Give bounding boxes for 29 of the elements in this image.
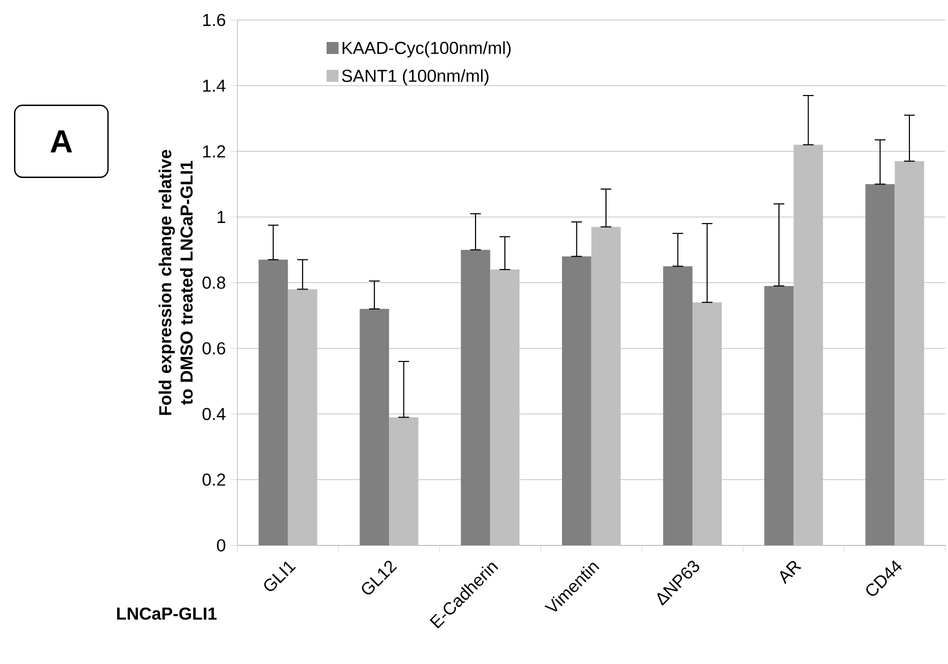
bar (360, 308, 390, 546)
bar (389, 417, 418, 546)
bar (894, 161, 924, 546)
bar (562, 256, 592, 546)
bar (663, 266, 692, 546)
text: A (50, 130, 72, 152)
y-tick-label: 0 (216, 539, 226, 552)
bar (288, 289, 318, 546)
y-tick-label: 1.4 (203, 80, 226, 92)
bar (460, 250, 490, 546)
y-tick-label: 0.6 (202, 342, 226, 354)
y-tick-label: 0.2 (202, 474, 226, 486)
legend-label: SANT1 (100nm/ml) (342, 69, 488, 86)
bar (865, 184, 895, 546)
bar (764, 286, 794, 546)
bar (692, 302, 722, 546)
x-tick-label: AR (780, 560, 802, 584)
bar (490, 270, 520, 546)
y-tick-label: 0.8 (202, 276, 226, 289)
y-tick-label: 0.4 (202, 408, 226, 420)
y-axis-title: Fold expression change relative to DMSO treated LNCaP-GLI1 (158, 150, 193, 415)
bar (591, 226, 621, 546)
x-axis-title: LNCaP-GLI1 (117, 607, 217, 620)
bar (258, 260, 288, 546)
y-tick-label: 1 (218, 211, 226, 223)
legend-label: KAAD-Cyc(100nm/ml) (342, 41, 511, 58)
y-tick-label: 1.6 (203, 14, 226, 26)
bar (794, 144, 823, 546)
y-tick-label: 1.2 (203, 145, 226, 158)
